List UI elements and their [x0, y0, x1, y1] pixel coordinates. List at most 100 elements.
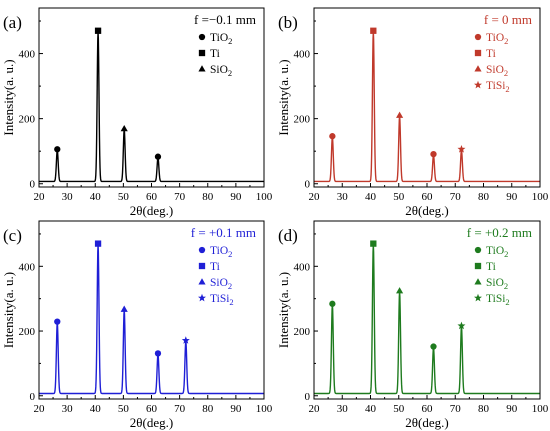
legend-phase: TiO: [486, 245, 504, 257]
xrd-panel: 20 30 40 50 60 70 80 90 100 0 200 400 2θ(deg.) Intens…: [276, 220, 549, 430]
condition-label: f = +0.2 mm: [467, 225, 532, 240]
panel-label: (a): [3, 13, 22, 32]
legend-subscript: 2: [504, 36, 508, 46]
legend-marker-circle: [474, 33, 482, 41]
x-tick-label: 20: [34, 191, 46, 203]
x-tick-label: 50: [393, 191, 405, 203]
x-tick-label: 80: [478, 403, 490, 415]
x-axis-title: 2θ(deg.): [130, 415, 173, 430]
legend-marker-star: [474, 80, 482, 89]
legend-label: TiSi2: [210, 293, 234, 307]
legend-label: TiSi2: [486, 80, 510, 94]
peak-marker-triangle: [120, 124, 128, 132]
peak-marker-star: [181, 336, 190, 344]
x-axis-title: 2θ(deg.): [405, 415, 448, 430]
x-tick-label: 40: [365, 403, 377, 415]
legend-label: TiO2: [210, 32, 232, 46]
peak-marker-circle: [154, 350, 162, 357]
peak-marker-circle: [430, 150, 437, 158]
legend-subscript: 2: [229, 297, 233, 307]
legend-subscript: 2: [504, 249, 508, 259]
legend-marker-square: [198, 49, 206, 57]
x-axis-title: 2θ(deg.): [130, 203, 173, 218]
legend-phase: TiO: [486, 32, 504, 44]
x-tick-label: 60: [422, 191, 434, 203]
x-tick-label: 100: [256, 191, 273, 203]
panel-label: (c): [3, 226, 22, 245]
y-tick-label: 400: [19, 49, 36, 61]
x-axis-title: 2θ(deg.): [405, 203, 448, 218]
peak-marker-square: [94, 27, 102, 34]
legend-label: Ti: [486, 261, 496, 273]
condition-label: f =−0.1 mm: [194, 12, 256, 27]
panel-label: (d): [278, 226, 298, 245]
legend-label: SiO2: [486, 277, 508, 291]
condition-label: f = +0.1 mm: [191, 225, 256, 240]
legend-marker-star: [474, 293, 482, 302]
peak-marker-triangle: [120, 305, 128, 312]
plot-frame: [38, 7, 265, 188]
y-tick-label: 200: [19, 326, 36, 338]
x-tick-label: 50: [393, 403, 405, 415]
legend-phase: TiSi: [486, 80, 505, 92]
legend-subscript: 2: [505, 84, 509, 94]
legend-marker-triangle: [474, 278, 482, 285]
x-tick-label: 90: [230, 403, 242, 415]
legend-marker-square: [474, 49, 482, 57]
legend-marker-circle: [198, 246, 206, 254]
legend-subscript: 2: [504, 68, 508, 78]
xrd-panel: 20 30 40 50 60 70 80 90 100 0 200 400 2θ(deg.) Intens…: [1, 7, 273, 218]
legend-label: Ti: [210, 48, 220, 60]
x-tick-label: 60: [146, 403, 158, 415]
legend-marker-triangle: [198, 65, 206, 72]
x-tick-label: 90: [230, 191, 242, 203]
peak-marker-square: [370, 240, 377, 247]
legend-marker-circle: [474, 246, 482, 254]
x-tick-label: 60: [422, 403, 434, 415]
peak-marker-circle: [329, 300, 336, 307]
legend-label: SiO2: [486, 64, 508, 78]
x-tick-label: 100: [532, 191, 549, 203]
legend-phase: TiO: [210, 32, 228, 44]
legend-subscript: 2: [504, 281, 508, 291]
legend-label: SiO2: [210, 64, 232, 78]
diffraction-line: [313, 31, 541, 183]
y-tick-label: 0: [30, 179, 36, 191]
y-tick-label: 0: [305, 179, 311, 191]
legend-label: TiO2: [486, 245, 508, 259]
plot-frame: [313, 220, 541, 400]
legend-phase: TiSi: [486, 293, 505, 305]
diffraction-line: [38, 31, 265, 183]
peak-marker-circle: [329, 133, 336, 140]
x-tick-label: 100: [532, 403, 549, 415]
peak-marker-star: [457, 321, 466, 330]
x-tick-label: 50: [118, 403, 130, 415]
y-axis-title: Intensity(a. u.): [1, 272, 16, 348]
xrd-panel: 20 30 40 50 60 70 80 90 100 0 200 400 2θ(deg.) Intens…: [1, 220, 273, 430]
y-tick-label: 400: [294, 261, 311, 273]
legend-marker-triangle: [474, 65, 482, 72]
legend-label: Ti: [486, 48, 496, 60]
x-tick-label: 80: [202, 403, 214, 415]
x-tick-label: 40: [90, 403, 102, 415]
y-tick-label: 0: [30, 391, 36, 403]
y-tick-label: 200: [19, 114, 36, 126]
legend-marker-triangle: [198, 278, 206, 285]
y-axis-title: Intensity(a. u.): [276, 272, 291, 348]
condition-label: f = 0 mm: [484, 12, 532, 27]
legend-phase: SiO: [486, 64, 504, 76]
legend-subscript: 2: [228, 249, 232, 259]
peak-marker-square: [370, 27, 377, 34]
legend-subscript: 2: [228, 281, 232, 291]
legend-marker-square: [474, 262, 482, 270]
legend-phase: SiO: [486, 277, 504, 289]
x-tick-label: 50: [118, 191, 130, 203]
y-axis-title: Intensity(a. u.): [276, 59, 291, 135]
legend-label: Ti: [210, 261, 220, 273]
peak-marker-triangle: [396, 111, 404, 118]
x-tick-label: 70: [450, 191, 462, 203]
x-tick-label: 90: [506, 403, 518, 415]
x-tick-label: 40: [365, 191, 377, 203]
x-tick-label: 20: [34, 403, 46, 415]
